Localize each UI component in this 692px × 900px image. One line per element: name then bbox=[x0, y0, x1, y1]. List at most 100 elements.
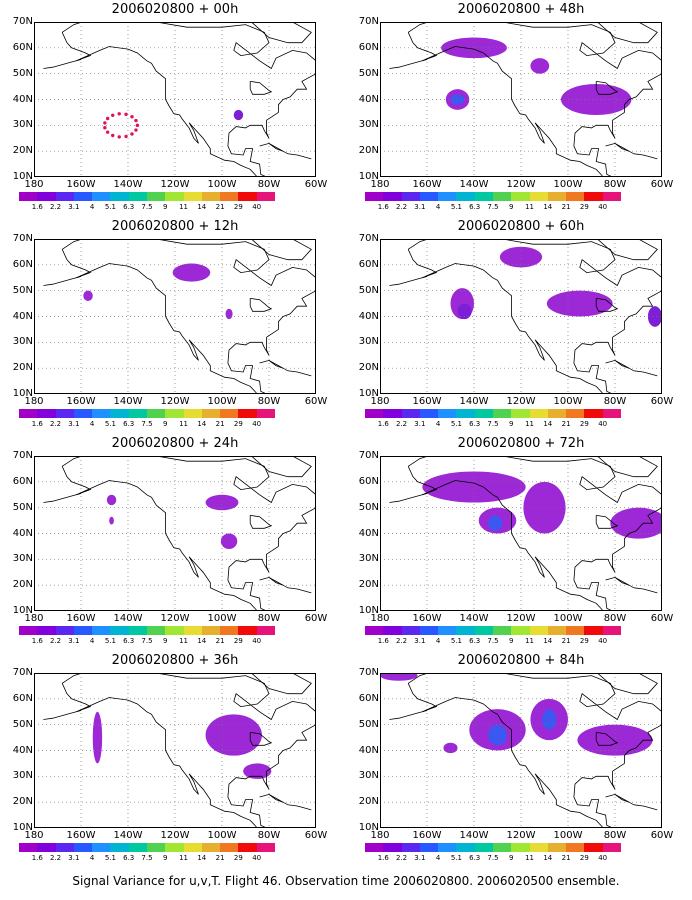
longitude-label: 140W bbox=[113, 830, 143, 841]
colorbar-swatch bbox=[602, 409, 621, 418]
colorbar-swatch bbox=[165, 409, 184, 418]
colorbar-swatch bbox=[547, 409, 567, 418]
colorbar-swatch bbox=[492, 843, 512, 852]
colorbar-label: 29 bbox=[579, 203, 589, 211]
colorbar-label: 40 bbox=[598, 420, 608, 428]
colorbar-label-spacer bbox=[365, 637, 374, 645]
colorbar-label: 9 bbox=[163, 203, 168, 211]
colorbar-swatch bbox=[383, 843, 402, 852]
observation-marker bbox=[124, 134, 128, 139]
colorbar-label: 7.5 bbox=[141, 854, 153, 862]
variance-shading bbox=[205, 714, 262, 756]
colorbar-label: 11 bbox=[179, 420, 188, 428]
colorbar-label: 29 bbox=[233, 854, 243, 862]
variance-shading bbox=[647, 306, 662, 327]
colorbar-swatch bbox=[110, 843, 129, 852]
longitude-label: 160W bbox=[66, 179, 96, 190]
latitude-label: 70N bbox=[12, 16, 33, 27]
colorbar-label-spacer bbox=[266, 854, 275, 862]
colorbar-label: 2.2 bbox=[49, 854, 62, 862]
variance-shading bbox=[243, 763, 272, 779]
colorbar-swatch bbox=[492, 409, 512, 418]
colorbar-label: 29 bbox=[579, 854, 589, 862]
colorbar-label: 14 bbox=[197, 637, 207, 645]
colorbar-labels: 1.6 2.2 3.1 4 5.1 6.3 7.5 9 11 14 21 29 40 bbox=[365, 420, 621, 428]
latitude-label: 40N bbox=[12, 527, 33, 539]
colorbar-label: 40 bbox=[598, 854, 608, 862]
forecast-panel: 2006020800 + 72h 70N 60N 50N 40N 30N 20N 10N 180… bbox=[346, 436, 676, 646]
longitude-label: 160W bbox=[66, 830, 96, 841]
colorbar-swatch bbox=[456, 626, 475, 635]
colorbar-swatch bbox=[511, 626, 530, 635]
longitude-label: 140W bbox=[459, 613, 489, 624]
longitude-label: 100W bbox=[207, 179, 237, 190]
colorbar-swatch bbox=[92, 626, 111, 635]
colorbar-swatch bbox=[584, 626, 603, 635]
observation-marker bbox=[134, 118, 138, 123]
variance-shading bbox=[380, 673, 418, 681]
latitude-label: 30N bbox=[358, 553, 379, 565]
variance-shading bbox=[109, 516, 114, 525]
colorbar-label: 11 bbox=[179, 637, 188, 645]
map-frame bbox=[34, 456, 316, 611]
colorbar bbox=[365, 843, 621, 852]
colorbar-swatch bbox=[183, 192, 202, 201]
observation-marker bbox=[130, 114, 134, 119]
colorbar-swatch bbox=[566, 409, 585, 418]
colorbar-label: 5.1 bbox=[104, 637, 116, 645]
longitude-label: 160W bbox=[412, 613, 442, 624]
colorbar-swatch bbox=[220, 192, 239, 201]
variance-shading bbox=[233, 109, 244, 121]
colorbar-labels: 1.6 2.2 3.1 4 5.1 6.3 7.5 9 11 14 21 29 40 bbox=[365, 854, 621, 862]
latitude-label: 10N bbox=[12, 822, 33, 833]
colorbar-label: 5.1 bbox=[450, 203, 462, 211]
colorbar-swatch bbox=[584, 409, 603, 418]
latitude-label: 60N bbox=[358, 692, 379, 704]
colorbar-swatch bbox=[256, 626, 275, 635]
longitude-label: 180 bbox=[370, 830, 390, 841]
colorbar-label: 7.5 bbox=[141, 203, 153, 211]
map-frame bbox=[380, 239, 662, 394]
colorbar-swatch bbox=[401, 626, 420, 635]
longitude-label: 120W bbox=[506, 396, 536, 407]
variance-shading bbox=[92, 711, 103, 764]
colorbar-label: 29 bbox=[233, 203, 243, 211]
gridlines bbox=[34, 239, 316, 394]
longitude-label: 140W bbox=[459, 396, 489, 407]
colorbar-swatch bbox=[256, 409, 275, 418]
variance-shading bbox=[488, 515, 503, 531]
colorbar-swatch bbox=[566, 843, 585, 852]
colorbar-swatch bbox=[365, 843, 384, 852]
colorbar-label: 3.1 bbox=[68, 637, 80, 645]
colorbar-swatch bbox=[165, 192, 184, 201]
latitude-label: 70N bbox=[358, 16, 379, 27]
colorbar-swatch bbox=[566, 192, 585, 201]
colorbar-label: 2.2 bbox=[49, 420, 62, 428]
colorbar-label: 1.6 bbox=[377, 637, 389, 645]
colorbar-swatch bbox=[474, 192, 493, 201]
latitude-label: 70N bbox=[358, 233, 379, 244]
colorbar-swatch bbox=[238, 626, 257, 635]
latitude-label: 40N bbox=[12, 93, 33, 105]
colorbar-swatch bbox=[438, 409, 457, 418]
colorbar-label: 1.6 bbox=[377, 854, 389, 862]
map-area bbox=[34, 456, 316, 611]
map-area bbox=[380, 673, 662, 828]
colorbar-swatch bbox=[492, 192, 512, 201]
colorbar-label: 4 bbox=[435, 637, 441, 645]
variance-shading bbox=[172, 263, 211, 282]
latitude-label: 60N bbox=[358, 41, 379, 53]
colorbar-label: 11 bbox=[525, 854, 534, 862]
latitude-label: 20N bbox=[12, 579, 33, 591]
colorbar-label: 11 bbox=[179, 854, 188, 862]
colorbar-label: 1.6 bbox=[31, 854, 43, 862]
longitude-label: 160W bbox=[66, 613, 96, 624]
observation-marker bbox=[103, 121, 107, 125]
latitude-label: 70N bbox=[358, 450, 379, 461]
latitude-label: 50N bbox=[358, 718, 379, 730]
colorbar-swatch bbox=[401, 409, 420, 418]
colorbar-label: 1.6 bbox=[31, 637, 43, 645]
observation-marker bbox=[111, 113, 115, 117]
longitude-label: 120W bbox=[506, 830, 536, 841]
coastline bbox=[43, 456, 316, 611]
